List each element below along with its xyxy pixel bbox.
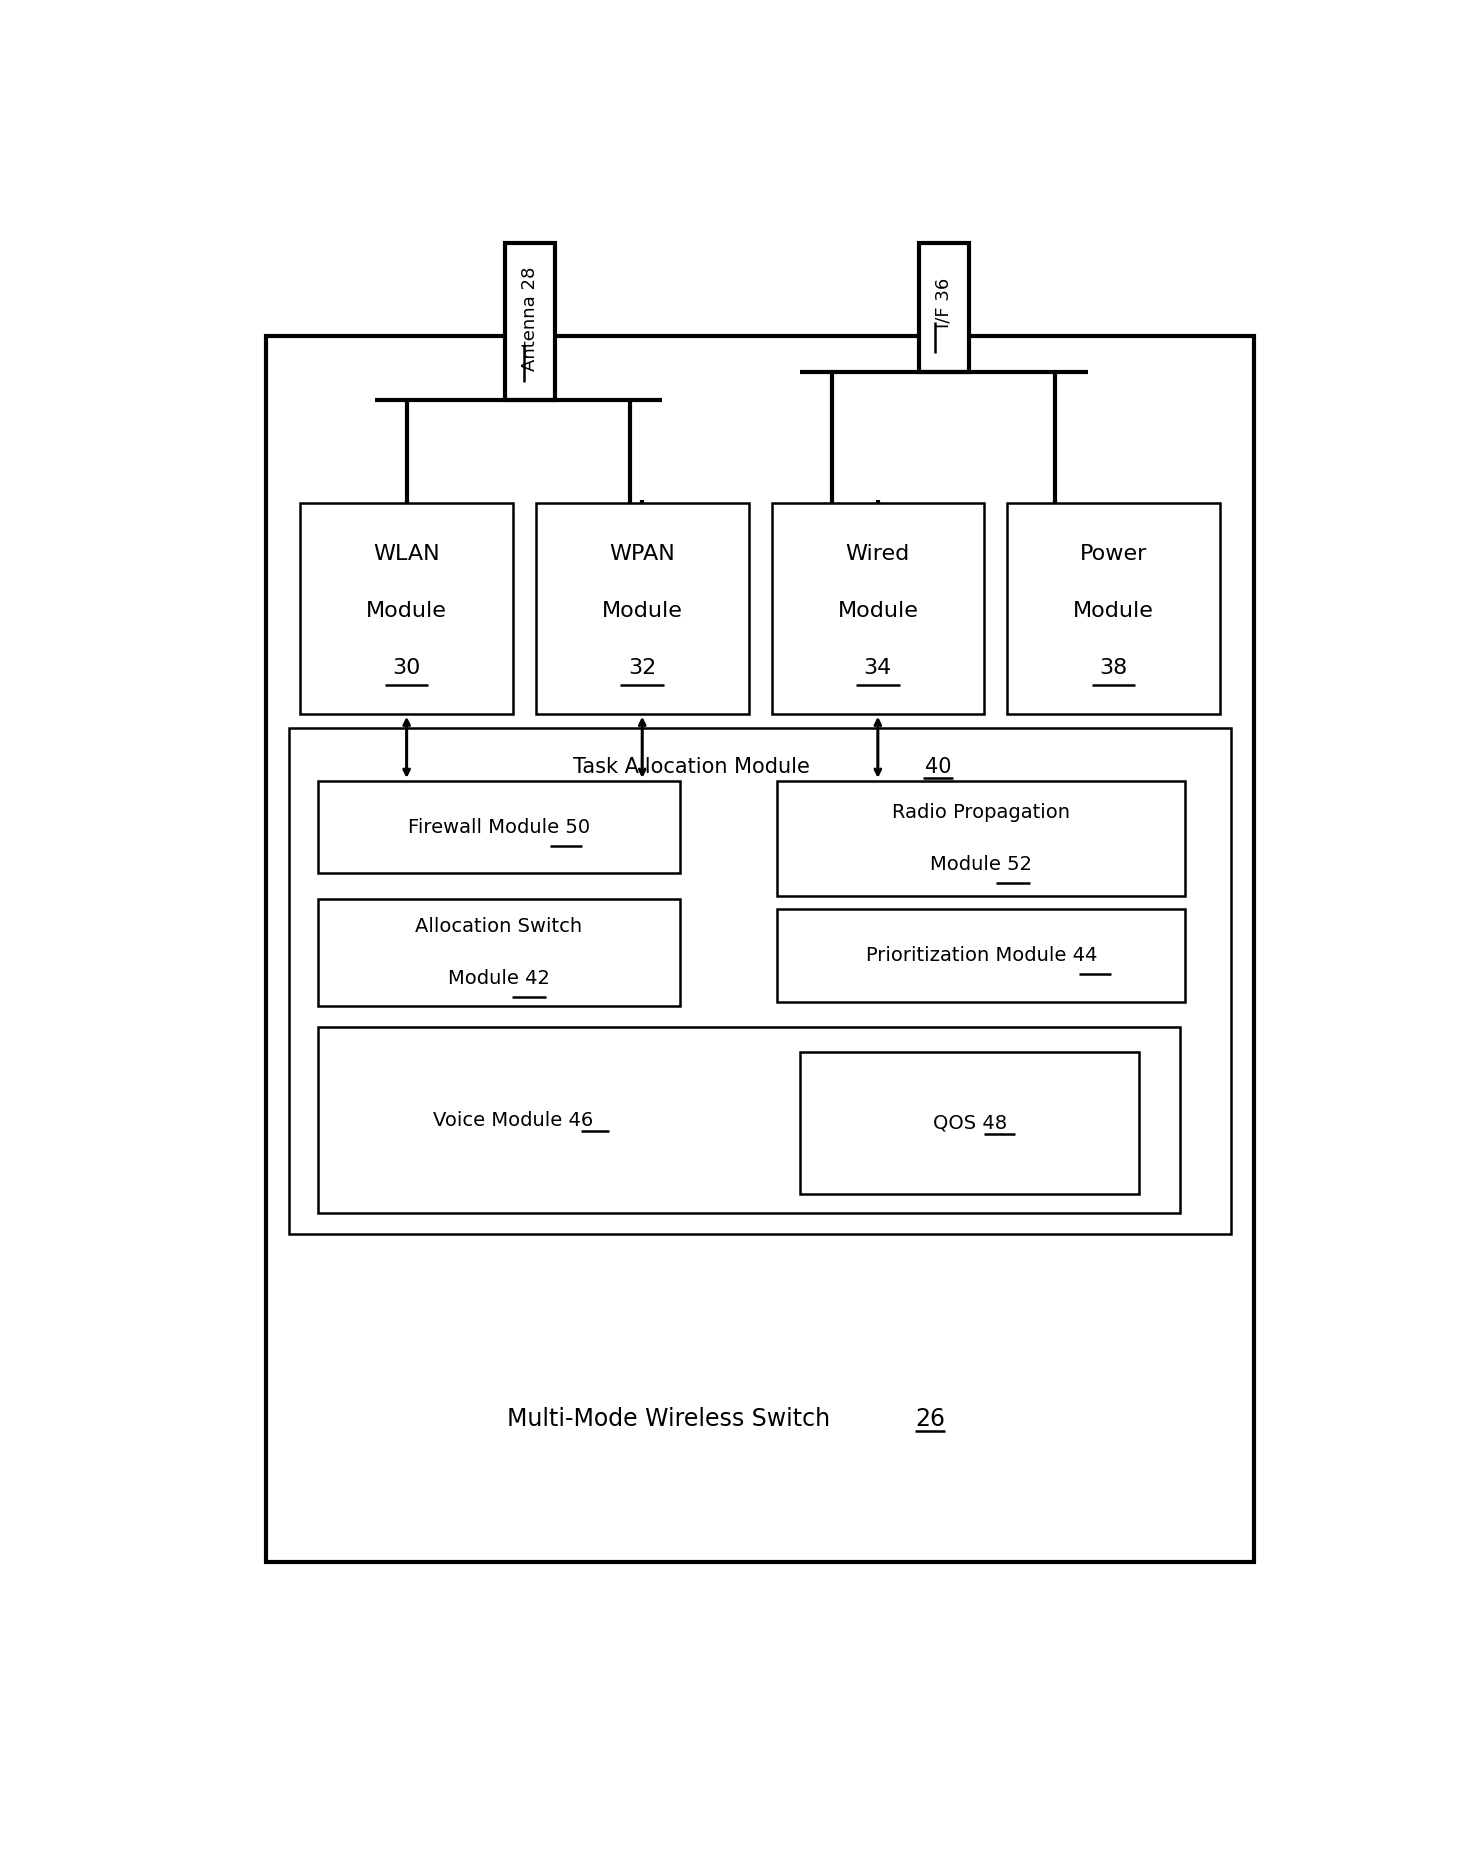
Bar (918, 244, 970, 372)
Text: Module 42: Module 42 (448, 968, 550, 988)
Text: Module: Module (1074, 602, 1154, 622)
Text: Voice Module 46: Voice Module 46 (433, 1111, 593, 1129)
Text: Wired: Wired (845, 544, 911, 565)
Bar (1007, 503, 1219, 714)
Bar (300, 503, 513, 714)
Bar (801, 1051, 1139, 1194)
Text: Module 52: Module 52 (930, 855, 1032, 874)
Text: Task Allocation Module: Task Allocation Module (572, 757, 810, 777)
Text: I/F 36: I/F 36 (934, 278, 954, 328)
Bar (265, 337, 1255, 1562)
Text: Module: Module (602, 602, 682, 622)
Bar (504, 244, 556, 400)
Bar (317, 1027, 1179, 1212)
Text: 32: 32 (629, 659, 657, 677)
Text: Antenna 28: Antenna 28 (521, 267, 540, 372)
Text: Radio Propagation: Radio Propagation (893, 803, 1071, 822)
Text: 26: 26 (915, 1407, 945, 1431)
Bar (771, 503, 985, 714)
Text: Firewall Module 50: Firewall Module 50 (408, 818, 590, 837)
Text: QOS 48: QOS 48 (933, 1114, 1007, 1133)
Text: 38: 38 (1099, 659, 1127, 677)
Bar (777, 909, 1185, 1001)
Text: Prioritization Module 44: Prioritization Module 44 (866, 946, 1097, 964)
Bar (317, 781, 679, 874)
Bar (317, 900, 679, 1007)
Text: 40: 40 (925, 757, 952, 777)
Bar (535, 503, 749, 714)
Text: Power: Power (1080, 544, 1148, 565)
Text: Multi-Mode Wireless Switch: Multi-Mode Wireless Switch (507, 1407, 829, 1431)
Text: WLAN: WLAN (374, 544, 440, 565)
Text: Allocation Switch: Allocation Switch (415, 918, 583, 937)
Text: Module: Module (838, 602, 918, 622)
Bar (777, 781, 1185, 896)
Text: WPAN: WPAN (610, 544, 675, 565)
Bar (289, 727, 1231, 1235)
Text: Module: Module (366, 602, 446, 622)
Text: 34: 34 (863, 659, 891, 677)
Text: 30: 30 (393, 659, 421, 677)
